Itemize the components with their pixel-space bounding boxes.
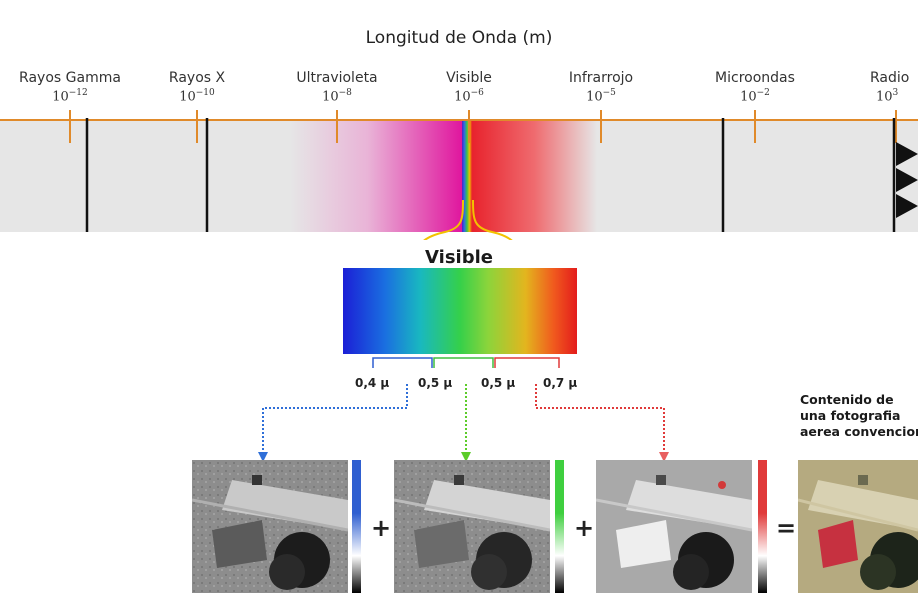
- plus-operator-2: +: [574, 514, 595, 542]
- wavelength-label-05b: 0,5 μ: [481, 376, 516, 390]
- color-composite-photo: [798, 460, 918, 593]
- result-note-line-2: una fotografia: [800, 408, 901, 423]
- infrared-region: [472, 120, 597, 232]
- result-note-line-3: aerea convencional: [800, 424, 918, 439]
- red-arrow-line: [535, 384, 665, 454]
- band-label-xray: Rayos X: [168, 70, 226, 86]
- visible-strip: [462, 120, 472, 232]
- band-wavelength-visible: 10−6: [454, 88, 484, 105]
- spectrum-band: [0, 110, 918, 240]
- red-channel-photo: [596, 460, 752, 593]
- band-label-ultraviolet: Ultravioleta: [296, 70, 378, 86]
- green-arrow-head: [461, 452, 471, 462]
- band-wavelength-infrared: 10−5: [586, 88, 616, 105]
- band-label-microwave: Microondas: [715, 70, 795, 86]
- ultraviolet-region: [290, 120, 462, 232]
- band-label-visible: Visible: [446, 70, 492, 86]
- axis-ticks: [69, 110, 897, 143]
- blue-arrow-line: [262, 384, 408, 454]
- channel-arrows: [258, 384, 669, 462]
- band-wavelength-ultraviolet: 10−8: [322, 88, 352, 105]
- wavelength-label-07: 0,7 μ: [543, 376, 578, 390]
- band-wavelength-microwave: 10−2: [740, 88, 770, 105]
- visible-spectrum-bar: [343, 268, 577, 354]
- band-label-infrared: Infrarrojo: [568, 70, 634, 86]
- red-arrow-head: [659, 452, 669, 462]
- plus-operator-1: +: [371, 514, 392, 542]
- wavelength-label-04: 0,4 μ: [355, 376, 390, 390]
- blue-arrow-head: [258, 452, 268, 462]
- blue-channel-bar: [352, 460, 361, 593]
- wavelength-label-05a: 0,5 μ: [418, 376, 453, 390]
- green-channel-photo: [394, 460, 550, 593]
- wavelength-brackets: [372, 357, 560, 368]
- equals-operator: =: [776, 514, 797, 542]
- red-channel-bar: [758, 460, 767, 593]
- chart-title: Longitud de Onda (m): [365, 28, 553, 48]
- band-label-radio: Radio: [870, 70, 910, 86]
- result-note-line-1: Contenido de: [800, 392, 894, 407]
- band-wavelength-gamma: 10−12: [52, 88, 88, 105]
- visible-heading: Visible: [425, 247, 493, 268]
- band-wavelength-xray: 10−10: [179, 88, 215, 105]
- blue-channel-photo: [192, 460, 348, 593]
- band-wavelength-radio: 103: [876, 88, 899, 105]
- band-label-gamma: Rayos Gamma: [19, 70, 121, 86]
- green-channel-bar: [555, 460, 564, 593]
- band-boundaries: [85, 118, 896, 232]
- result-note: Contenido de una fotografia aerea conven…: [800, 392, 918, 440]
